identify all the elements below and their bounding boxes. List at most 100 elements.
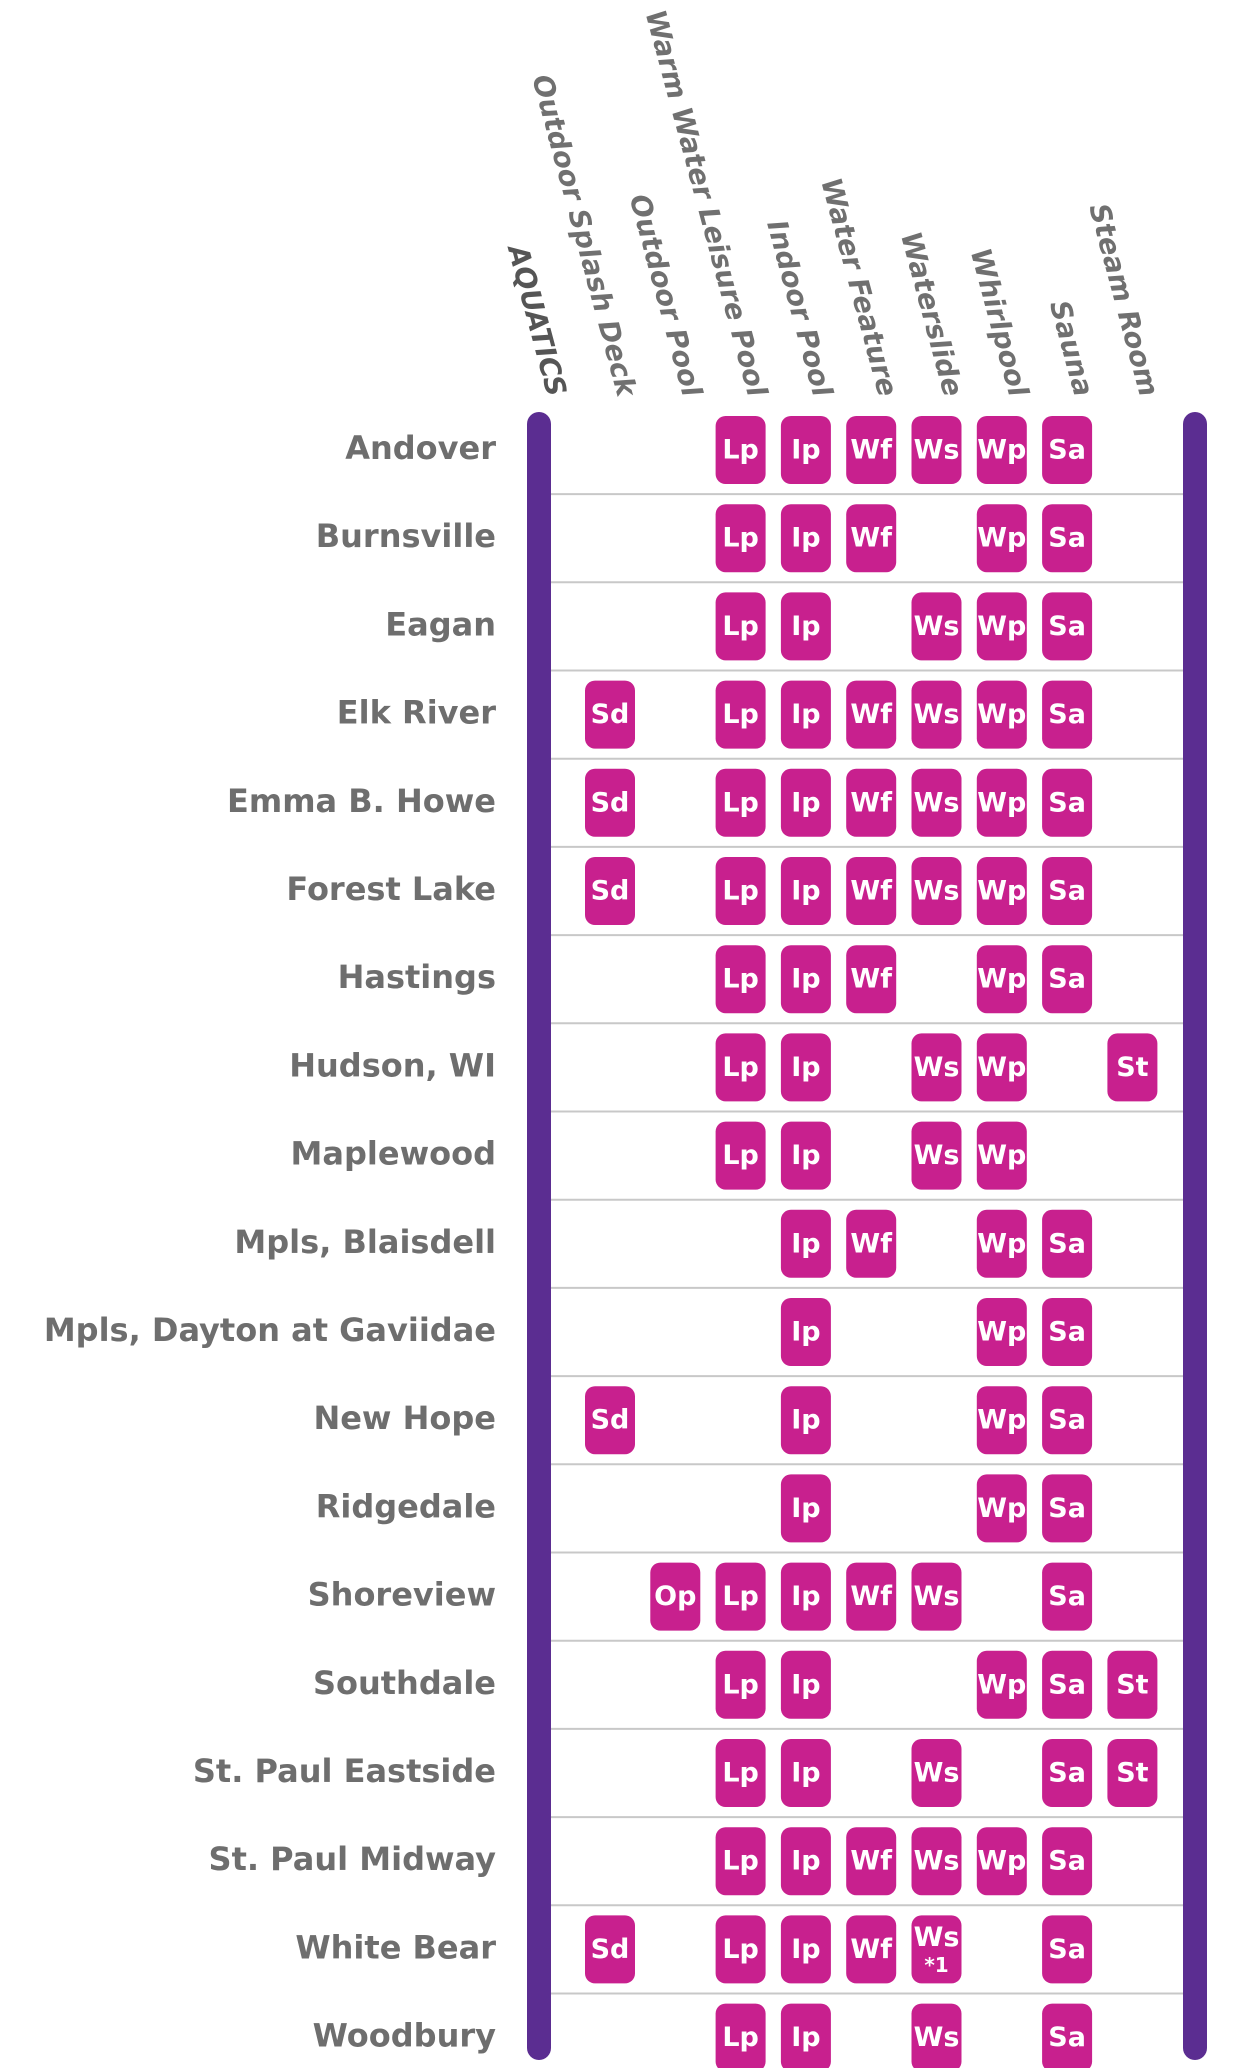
amenity-badge [780, 1386, 831, 1455]
amenity-badge [1042, 2003, 1093, 2068]
badge-code: Sa [1048, 1493, 1086, 1524]
column-header: Whirlpool [964, 245, 1035, 401]
badge-code: Ip [791, 1405, 820, 1436]
badge-code: Wp [977, 964, 1026, 995]
amenity-badge [780, 945, 831, 1014]
row-name: Hastings [338, 958, 496, 996]
amenity-badge [1042, 1298, 1093, 1366]
amenity-badge [911, 1827, 962, 1896]
amenity-badge [976, 1298, 1027, 1366]
table-title: AQUATICS [501, 239, 574, 399]
badge-code: Sa [1048, 1934, 1086, 1965]
badge-code: Ip [791, 1758, 820, 1789]
amenity-badge [911, 592, 962, 661]
badge-code: Wp [977, 611, 1026, 642]
amenity-badge [846, 945, 897, 1014]
amenity-badge [585, 680, 635, 749]
badge-code: Ip [791, 1140, 820, 1171]
amenity-badge [585, 1386, 635, 1455]
badge-code: Sa [1048, 435, 1086, 466]
badge-code: Sd [591, 1934, 630, 1965]
amenity-badge [1042, 1739, 1093, 1807]
amenity-badge [780, 504, 831, 573]
badge-code: Ip [791, 1846, 820, 1877]
amenity-badge [976, 1474, 1027, 1543]
row-name: Ridgedale [316, 1487, 496, 1525]
amenity-badge [976, 1209, 1027, 1278]
amenity-badge [976, 680, 1027, 749]
badge-code: Wp [977, 1493, 1026, 1524]
badge-code: Wf [850, 699, 892, 730]
badge-code: Wp [977, 523, 1026, 554]
badge-code: Wp [977, 1846, 1026, 1877]
badge-code: St [1116, 1052, 1148, 1083]
badge-code: Lp [722, 1669, 759, 1700]
badge-code: Op [654, 1581, 696, 1612]
badge-note: *1 [924, 1953, 948, 1977]
badge-code: Ws [914, 1581, 960, 1612]
amenity-badge [715, 945, 766, 1014]
badge-code: Ws [914, 1922, 960, 1953]
badge-code: Lp [722, 1140, 759, 1171]
badge-code: Lp [722, 611, 759, 642]
badge-code: Lp [722, 523, 759, 554]
badge-code: Ws [914, 876, 960, 907]
amenity-badge [715, 768, 766, 837]
amenity-badge [846, 1915, 897, 1984]
amenity-badge [715, 2003, 766, 2068]
amenity-badge [911, 2003, 962, 2068]
row-name: White Bear [295, 1928, 496, 1966]
badge-code: Wp [977, 1317, 1026, 1348]
amenity-badge [715, 1562, 766, 1631]
badge-code: Lp [722, 1846, 759, 1877]
amenity-badge [780, 857, 831, 925]
badge-code: Ip [791, 1669, 820, 1700]
amenity-badge [976, 504, 1027, 573]
badge-code: Sa [1048, 1581, 1086, 1612]
amenity-badge [1107, 1033, 1158, 1102]
row-name: Eagan [385, 605, 496, 643]
row-name: St. Paul Eastside [193, 1752, 496, 1790]
amenity-badge [1042, 504, 1093, 573]
badge-code: Ip [791, 2022, 820, 2053]
row-name: Emma B. Howe [227, 782, 496, 820]
amenity-badge [715, 1650, 766, 1719]
badge-code: Sa [1048, 611, 1086, 642]
amenity-badge [911, 768, 962, 837]
amenity-badge [911, 1121, 962, 1190]
row-name: Burnsville [316, 517, 496, 555]
badge-code: Ws [914, 1846, 960, 1877]
amenity-badge [846, 1209, 897, 1278]
amenity-badge [1042, 416, 1093, 484]
badge-code: Wf [850, 1934, 892, 1965]
badge-code: Lp [722, 787, 759, 818]
amenity-badge [846, 1827, 897, 1896]
badge-code: Ip [791, 787, 820, 818]
badge-code: Lp [722, 964, 759, 995]
badge-code: Sa [1048, 964, 1086, 995]
badge-code: Wp [977, 787, 1026, 818]
amenity-badge [650, 1562, 701, 1631]
badge-code: Sd [591, 787, 630, 818]
badge-code: Wp [977, 876, 1026, 907]
amenity-badge [976, 416, 1027, 484]
amenity-badge [976, 768, 1027, 837]
badge-code: Sa [1048, 523, 1086, 554]
amenity-badge [715, 592, 766, 661]
amenity-badge [846, 857, 897, 925]
amenity-badge [1042, 768, 1093, 837]
badge-code: Ip [791, 964, 820, 995]
amenity-badge [715, 1827, 766, 1896]
badge-code: Wf [850, 964, 892, 995]
badge-code: Ip [791, 699, 820, 730]
badge-code: Ip [791, 611, 820, 642]
badge-code: Sa [1048, 699, 1086, 730]
badge-code: Lp [722, 1758, 759, 1789]
badge-code: Ip [791, 1228, 820, 1259]
badge-code: Wp [977, 699, 1026, 730]
badge-code: Lp [722, 435, 759, 466]
amenity-badge [715, 1121, 766, 1190]
amenity-badge [976, 1386, 1027, 1455]
badge-code: Wf [850, 1581, 892, 1612]
amenity-badge [1042, 1650, 1093, 1719]
